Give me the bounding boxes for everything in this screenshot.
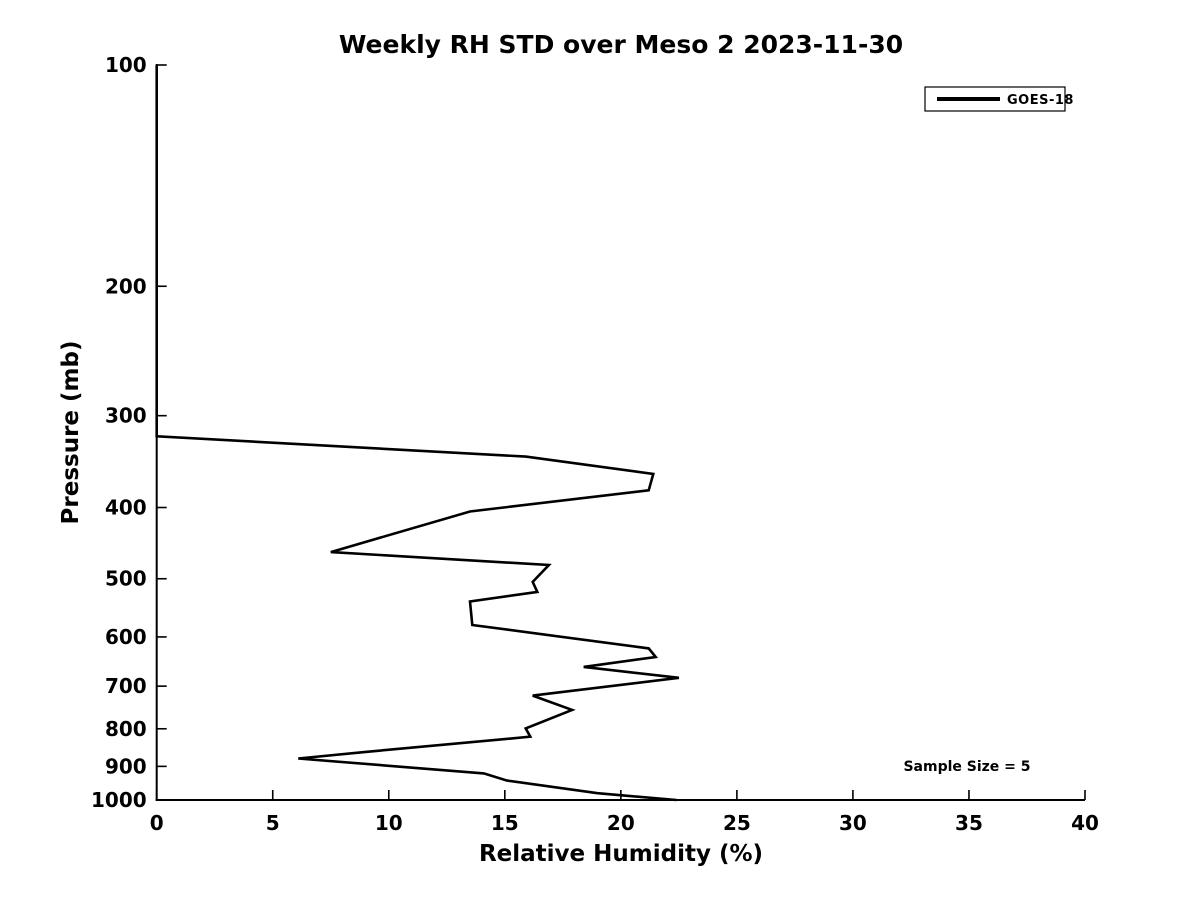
y-tick-label: 700	[105, 674, 147, 698]
y-tick-label: 500	[105, 567, 147, 591]
y-axis-label: Pressure (mb)	[58, 341, 84, 525]
y-tick-label: 600	[105, 625, 147, 649]
chart-title: Weekly RH STD over Meso 2 2023-11-30	[339, 30, 903, 59]
y-axis-ticks	[156, 64, 167, 801]
x-axis-ticks	[155, 790, 1086, 800]
y-tick-label: 800	[105, 717, 147, 741]
y-tick-label: 300	[105, 404, 147, 428]
x-tick-label: 10	[375, 811, 403, 835]
axis-spines	[155, 64, 1085, 801]
x-tick-label: 15	[491, 811, 519, 835]
y-tick-label: 900	[105, 754, 147, 778]
legend: GOES-18	[924, 86, 1074, 112]
x-tick-label: 25	[723, 811, 751, 835]
y-tick-label: 400	[105, 496, 147, 520]
x-axis-tick-labels: 0 5 10 15 20 25 30 35 40	[150, 811, 1099, 835]
x-tick-label: 40	[1071, 811, 1099, 835]
x-tick-label: 0	[150, 811, 164, 835]
x-tick-label: 20	[607, 811, 635, 835]
sample-size-annotation: Sample Size = 5	[903, 759, 1030, 775]
x-tick-label: 30	[839, 811, 867, 835]
data-series-goes-18	[155, 65, 680, 802]
y-tick-label: 100	[105, 53, 147, 77]
x-tick-label: 35	[955, 811, 983, 835]
x-axis-label: Relative Humidity (%)	[479, 841, 763, 867]
y-tick-label: 200	[105, 274, 147, 298]
x-tick-label: 5	[266, 811, 280, 835]
series-line-goes-18	[155, 65, 680, 802]
y-axis-tick-labels: 100 200 300 400 500 600 700 800 900 1000	[91, 53, 147, 812]
y-tick-label: 1000	[91, 788, 147, 812]
legend-entry-label: GOES-18	[1007, 93, 1074, 108]
